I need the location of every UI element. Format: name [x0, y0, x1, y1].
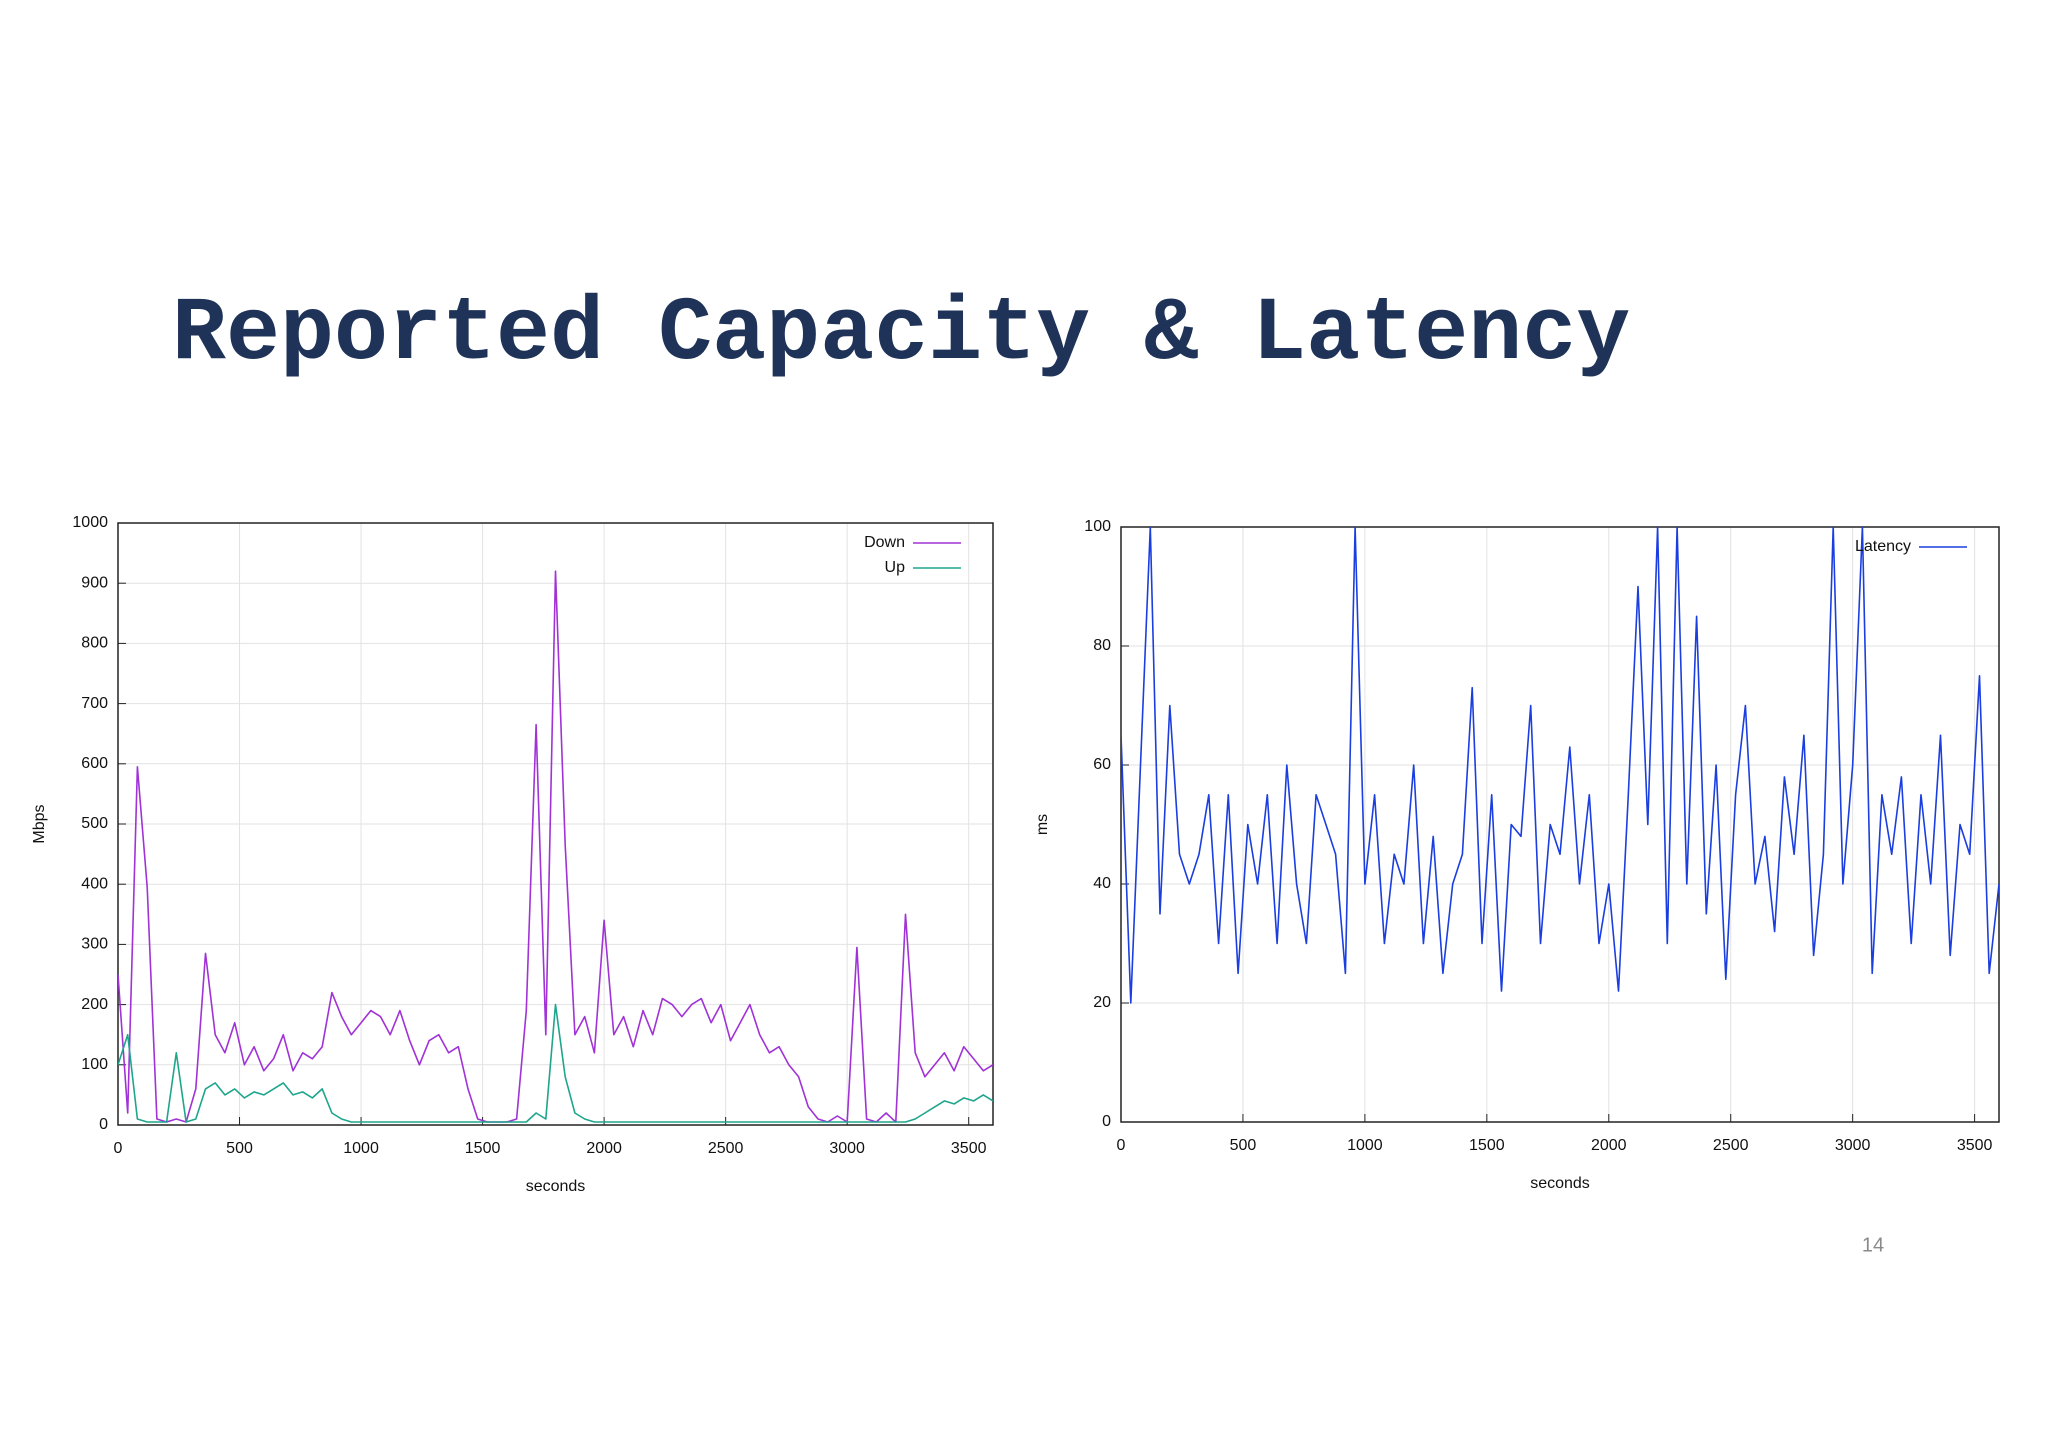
series-line: [118, 570, 993, 1123]
x-tick-label: 2500: [708, 1140, 744, 1157]
x-axis-label: seconds: [1530, 1175, 1590, 1192]
plot-frame: [117, 522, 994, 1126]
y-tick-label: 800: [81, 635, 108, 652]
y-tick-label: 500: [81, 815, 108, 832]
y-tick-label: 700: [81, 695, 108, 712]
series-line: [1121, 527, 1999, 1004]
y-tick-label: 40: [1093, 875, 1111, 892]
legend-label: Down: [864, 534, 905, 551]
x-axis-label: seconds: [526, 1178, 586, 1195]
x-tick-label: 2000: [586, 1140, 622, 1157]
legend-label: Latency: [1855, 538, 1911, 555]
chart: 0 100 200 300 400 500 600 700 800 900 1000 0 500 1000…: [31, 514, 994, 1195]
y-tick-label: 400: [81, 875, 108, 892]
x-tick-label: 500: [1230, 1137, 1257, 1154]
plot-frame: [1120, 526, 2000, 1123]
legend-label: Up: [885, 559, 906, 576]
slide-title: Reported Capacity & Latency: [172, 284, 1630, 386]
x-tick-label: 0: [114, 1140, 123, 1157]
x-tick-label: 0: [1117, 1137, 1126, 1154]
x-tick-label: 1000: [343, 1140, 379, 1157]
y-tick-label: 20: [1093, 994, 1111, 1011]
x-tick-label: 2500: [1713, 1137, 1749, 1154]
x-tick-label: 3500: [1957, 1137, 1993, 1154]
y-tick-label: 100: [1084, 518, 1111, 535]
y-tick-label: 200: [81, 996, 108, 1013]
y-tick-label: 80: [1093, 637, 1111, 654]
y-axis-label: Mbps: [31, 804, 48, 843]
y-tick-label: 300: [81, 936, 108, 953]
y-tick-label: 0: [1102, 1113, 1111, 1130]
x-tick-label: 3500: [951, 1140, 987, 1157]
x-tick-label: 1000: [1347, 1137, 1383, 1154]
y-tick-label: 100: [81, 1056, 108, 1073]
x-tick-label: 3000: [1835, 1137, 1871, 1154]
y-tick-label: 1000: [72, 514, 108, 531]
x-tick-label: 1500: [465, 1140, 501, 1157]
x-tick-label: 1500: [1469, 1137, 1505, 1154]
y-tick-label: 600: [81, 755, 108, 772]
y-tick-label: 0: [99, 1116, 108, 1133]
x-tick-label: 500: [226, 1140, 253, 1157]
x-tick-label: 3000: [829, 1140, 865, 1157]
series-line: [118, 1003, 993, 1123]
y-tick-label: 60: [1093, 756, 1111, 773]
x-tick-label: 2000: [1591, 1137, 1627, 1154]
y-axis-label: ms: [1034, 814, 1051, 835]
y-tick-label: 900: [81, 574, 108, 591]
page-number: 14: [1862, 1234, 1884, 1256]
